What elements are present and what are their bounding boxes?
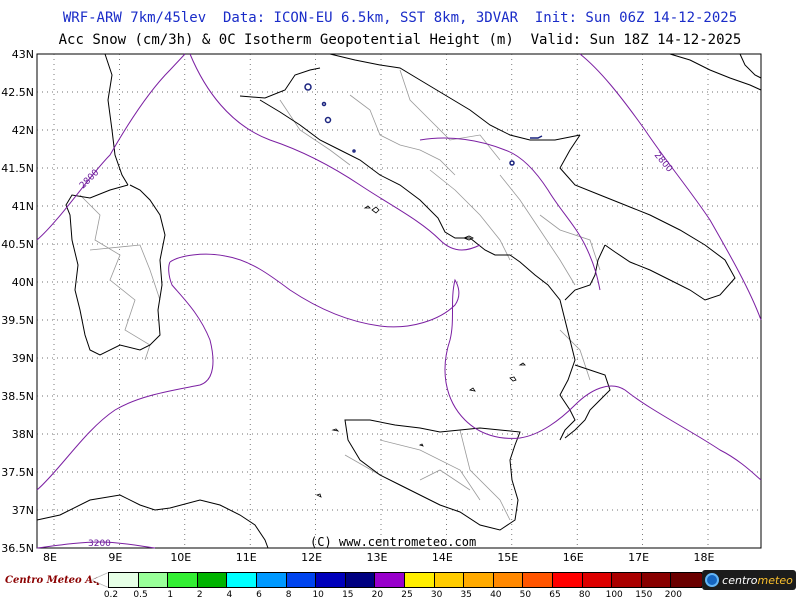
lat-tick-label: 41.5N — [1, 162, 34, 175]
lon-tick-label: 11E — [236, 551, 257, 564]
lon-tick-label: 16E — [563, 551, 584, 564]
colorbar-tick-label: 0.5 — [133, 590, 148, 600]
lon-tick-label: 8E — [43, 551, 57, 564]
title-line-2: Acc Snow (cm/3h) & 0C Isotherm Geopotent… — [58, 32, 742, 48]
colorbar-tick-label: 30 — [430, 590, 443, 600]
colorbar-tick-label: 20 — [371, 590, 384, 600]
contour-label: 3200 — [88, 539, 111, 549]
lat-tick-label: 41N — [12, 200, 34, 213]
latitude-labels: 43N 42.5N 42N 41.5N 41N 40.5N 40N 39.5N 39N 38.5N… — [1, 48, 34, 555]
lat-tick-label: 38N — [12, 428, 34, 441]
colorbar — [108, 572, 702, 588]
brand-logo-right[interactable]: centrometeo — [702, 570, 796, 590]
colorbar-cell — [168, 573, 198, 587]
colorbar-cell — [464, 573, 494, 587]
lat-tick-label: 42.5N — [1, 86, 34, 99]
isotherm-contours — [36, 53, 762, 549]
map-frame — [36, 53, 762, 549]
lat-tick-label: 38.5N — [1, 390, 34, 403]
lat-tick-label: 36.5N — [1, 542, 34, 555]
colorbar-tick-label: 150 — [635, 590, 653, 600]
colorbar-tick-label: 2 — [196, 590, 203, 600]
colorbar-cell — [434, 573, 465, 587]
colorbar-cell — [286, 573, 317, 587]
lon-tick-label: 13E — [367, 551, 388, 564]
lon-tick-label: 9E — [108, 551, 122, 564]
longitude-labels: 8E 9E 10E 11E 12E 13E 14E 15E 16E 17E 18E — [43, 551, 714, 564]
lat-tick-label: 37.5N — [1, 466, 34, 479]
colorbar-tick-label: 40 — [490, 590, 502, 600]
colorbar-tick-label: 65 — [549, 590, 561, 600]
coastlines — [36, 53, 762, 549]
lon-tick-label: 15E — [497, 551, 518, 564]
weather-map: 43N 42.5N 42N 41.5N 41N 40.5N 40N 39.5N 39N 38.5N… — [1, 48, 762, 564]
colorbar-tick-label: 35 — [460, 590, 472, 600]
colorbar-cell — [109, 573, 139, 587]
lon-tick-label: 10E — [170, 551, 191, 564]
colorbar-cell — [641, 573, 672, 587]
lon-tick-label: 18E — [694, 551, 715, 564]
colorbar-cell — [375, 573, 405, 587]
colorbar-tick-label: 6 — [256, 590, 262, 600]
copyright-text: (C) www.centrometeo.com — [310, 535, 476, 549]
colorbar-cell — [612, 573, 642, 587]
colorbar-tick-label: 10 — [312, 590, 324, 600]
colorbar-cell — [227, 573, 257, 587]
lon-tick-label: 17E — [628, 551, 649, 564]
colorbar-tick-label: 4 — [226, 590, 233, 600]
lon-tick-label: 14E — [432, 551, 453, 564]
brand-left-text: Centro Meteo Aquese — [5, 574, 126, 586]
colorbar-cell — [138, 573, 169, 587]
colorbar-cell — [671, 573, 701, 587]
lat-tick-label: 40.5N — [1, 238, 34, 251]
brand-logo-left[interactable]: Centro Meteo Aquese — [2, 568, 126, 592]
colorbar-tick-label: 8 — [285, 590, 292, 600]
lat-tick-label: 39.5N — [1, 314, 34, 327]
centrometeo-icon — [705, 573, 720, 587]
colorbar-cell — [404, 573, 435, 587]
colorbar-tick-label: 100 — [605, 590, 623, 600]
title-line-1: WRF-ARW 7km/45lev Data: ICON-EU 6.5km, S… — [62, 10, 738, 26]
lon-tick-label: 12E — [301, 551, 322, 564]
brand-right-text: centrometeo — [722, 573, 793, 587]
colorbar-tick-label: 1 — [167, 590, 174, 600]
colorbar-tick-label: 15 — [342, 590, 354, 600]
lat-tick-label: 40N — [12, 276, 34, 289]
colorbar-legend: Centro Meteo Aquese 0.2 0.5 1 2 4 6 8 10 15 20 25 3… — [0, 568, 800, 600]
lat-tick-label: 43N — [12, 48, 34, 61]
small-islands — [315, 205, 526, 498]
colorbar-cell — [316, 573, 346, 587]
snow-markers — [304, 83, 543, 166]
colorbar-cell — [552, 573, 583, 587]
lat-tick-label: 39N — [12, 352, 34, 365]
lat-tick-label: 37N — [12, 504, 34, 517]
colorbar-cell — [493, 573, 524, 587]
colorbar-tick-label: 50 — [519, 590, 532, 600]
colorbar-cell — [523, 573, 553, 587]
lat-tick-label: 42N — [12, 124, 34, 137]
colorbar-labels: 0.2 0.5 1 2 4 6 8 10 15 20 25 30 35 40 50 65 80 100 150 200 — [0, 590, 800, 600]
colorbar-left-arrow — [92, 573, 108, 587]
colorbar-cell — [256, 573, 287, 587]
colorbar-tick-label: 25 — [401, 590, 413, 600]
colorbar-tick-label: 200 — [664, 590, 682, 600]
colorbar-cell — [582, 573, 613, 587]
colorbar-cell — [197, 573, 228, 587]
colorbar-cell — [345, 573, 376, 587]
colorbar-tick-label: 80 — [578, 590, 591, 600]
colorbar-tick-label: 0.2 — [103, 590, 119, 600]
